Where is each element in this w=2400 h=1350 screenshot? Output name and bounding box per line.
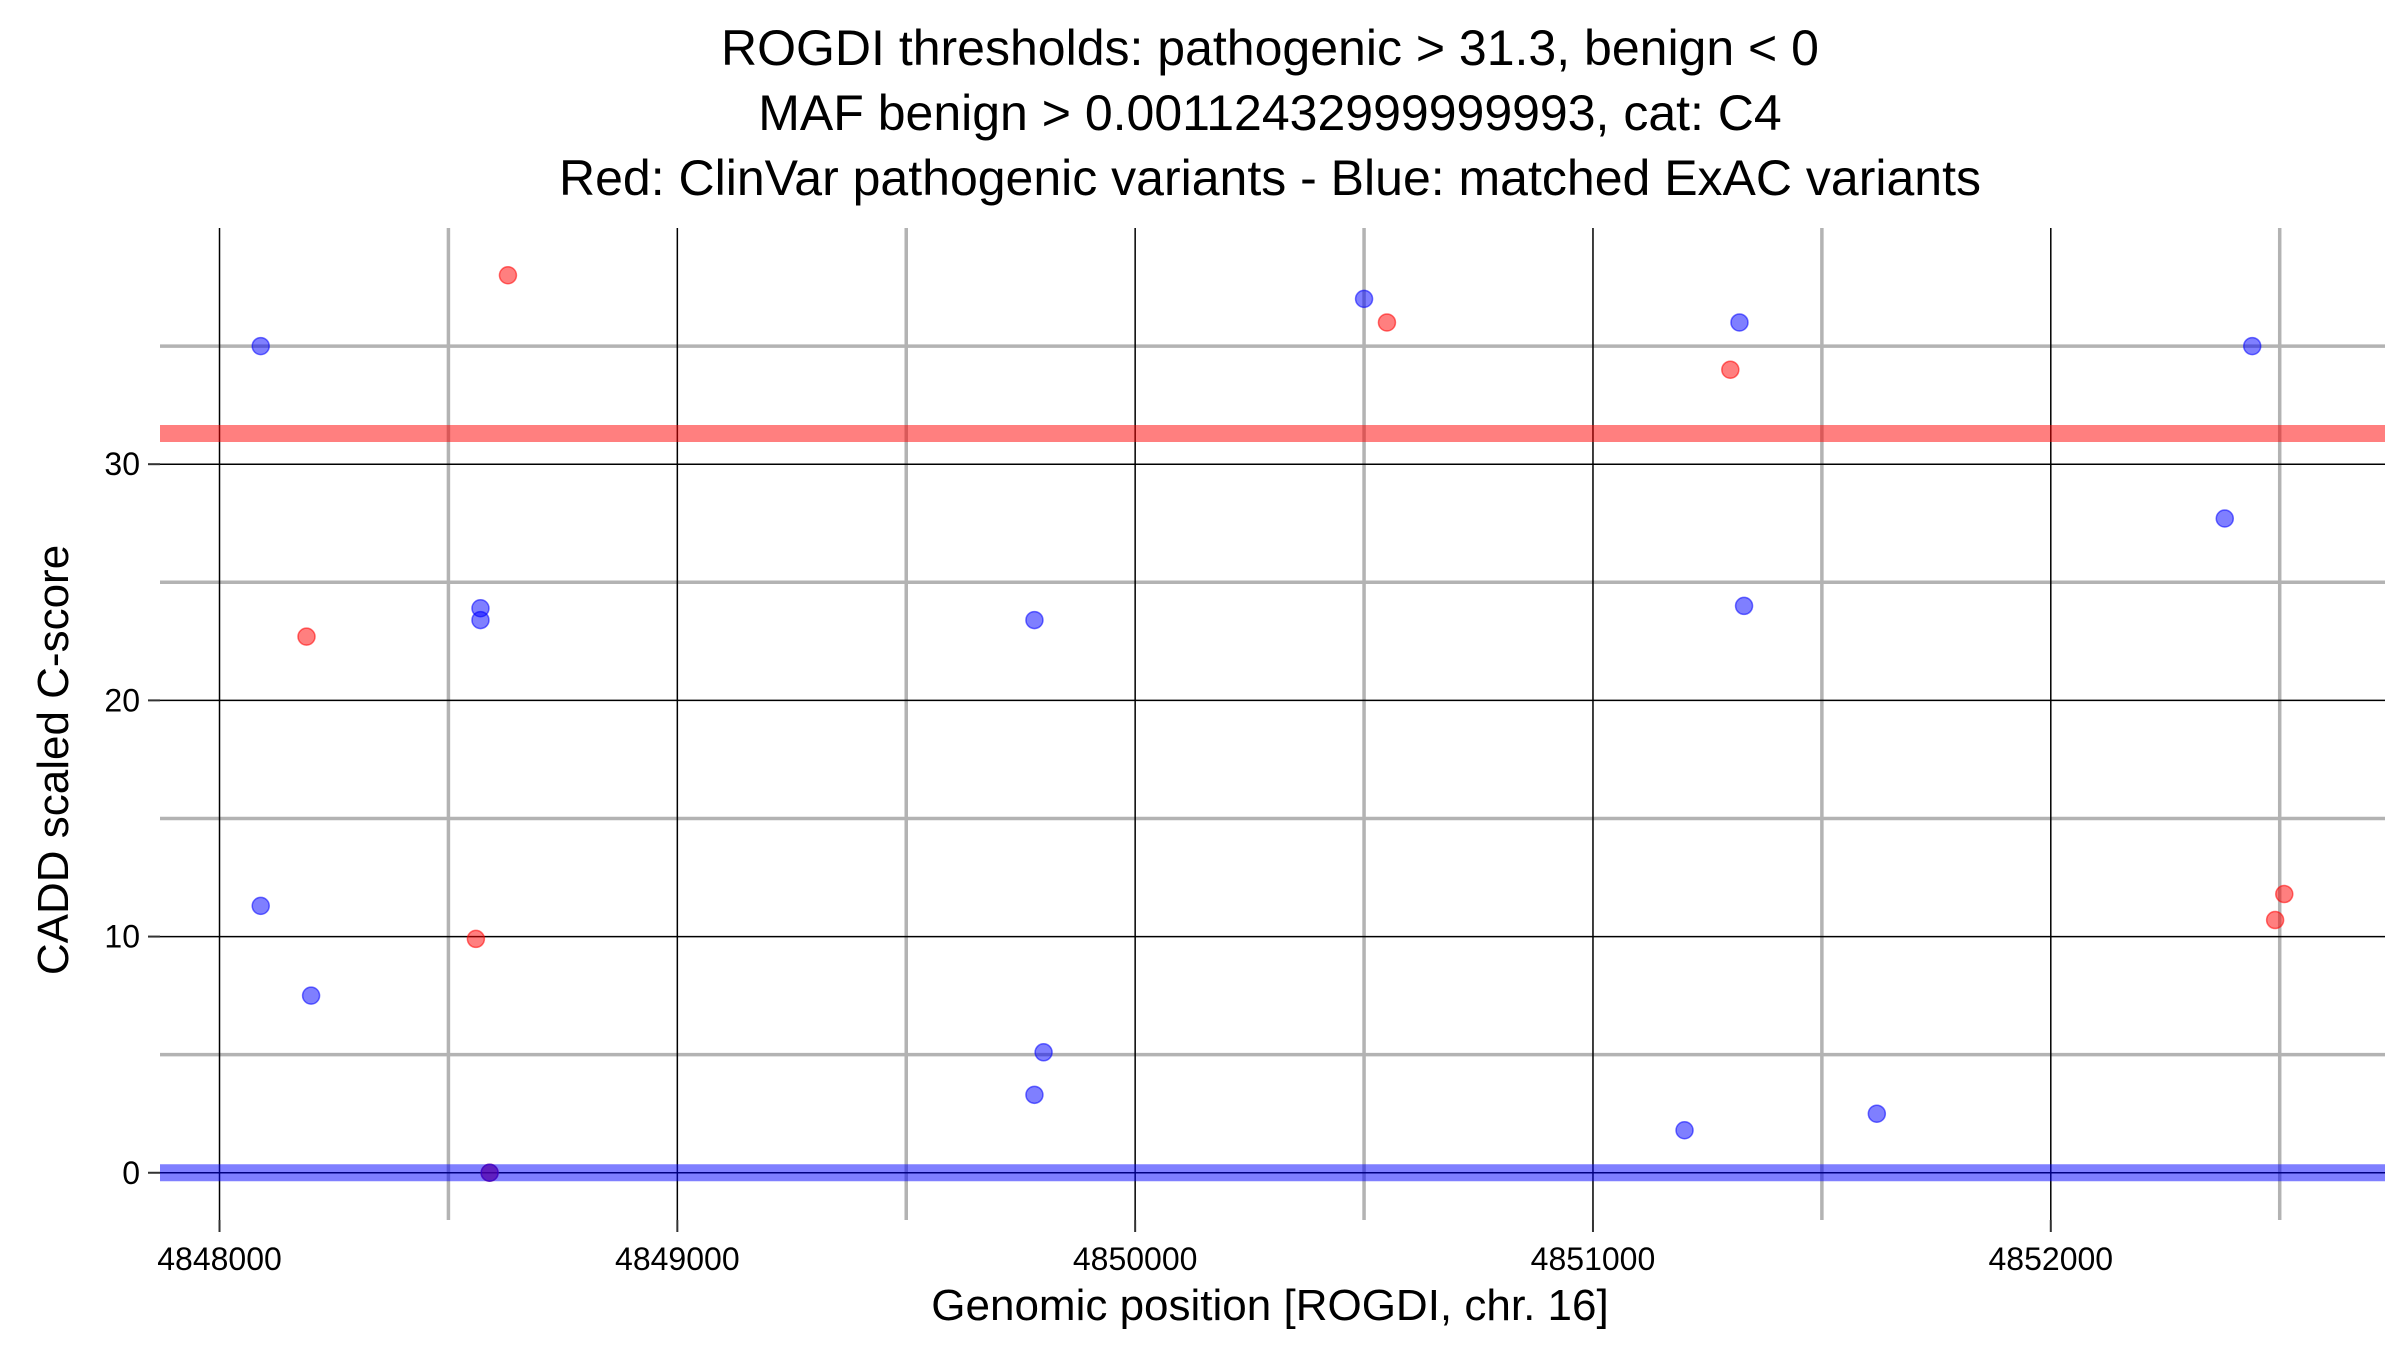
threshold-lines [160,424,2385,1182]
x-axis-title: Genomic position [ROGDI, chr. 16] [931,1281,1608,1330]
exac-matched-point [2242,336,2262,356]
grid-lines [160,228,2385,1220]
y-tick-label: 30 [104,446,140,482]
exac-matched-point [1867,1104,1887,1123]
axis-ticks: 4848000 4849000 4850000 4851000 4852000 0 10 20… [104,446,2113,1277]
clinvar-pathogenic-point [466,929,486,949]
exac-matched-point [2215,509,2235,528]
exac-matched-point [1675,1120,1694,1140]
clinvar-pathogenic-point [1721,360,1740,379]
exac-matched-point [1734,596,1754,616]
exac-matched-point [301,986,321,1005]
x-tick-label: 4849000 [615,1241,740,1277]
title-line-1: ROGDI thresholds: pathogenic > 31.3, ben… [721,20,1819,76]
y-tick-label: 20 [104,682,140,718]
x-tick-label: 4850000 [1073,1241,1198,1277]
title-line-3: Red: ClinVar pathogenic variants - Blue:… [559,150,1981,206]
data-points [251,265,2294,1183]
exac-matched-point [1025,1085,1044,1105]
exac-matched-point [1034,1043,1053,1062]
title-line-2: MAF benign > 0.00112432999999993, cat: C… [758,85,1781,141]
x-tick-label: 4851000 [1531,1241,1656,1277]
exac-matched-point [1025,610,1044,630]
clinvar-pathogenic-point [1377,313,1397,332]
clinvar-pathogenic-point [2265,910,2285,930]
exac-matched-point [251,896,270,916]
clinvar-pathogenic-point [297,627,316,646]
y-axis-title: CADD scaled C-score [29,545,78,975]
exac-matched-point [471,610,490,630]
exac-matched-point [480,1163,499,1183]
clinvar-pathogenic-point [2275,884,2294,904]
clinvar-pathogenic-point [498,265,518,285]
y-tick-label: 10 [104,919,140,955]
x-tick-label: 4852000 [1989,1241,2114,1277]
chart-title: ROGDI thresholds: pathogenic > 31.3, ben… [559,20,1981,206]
exac-matched-point [251,336,270,356]
exac-matched-point [1730,313,1749,332]
y-tick-label: 0 [122,1155,140,1191]
exac-matched-point [1354,289,1374,309]
x-tick-label: 4848000 [157,1241,282,1277]
